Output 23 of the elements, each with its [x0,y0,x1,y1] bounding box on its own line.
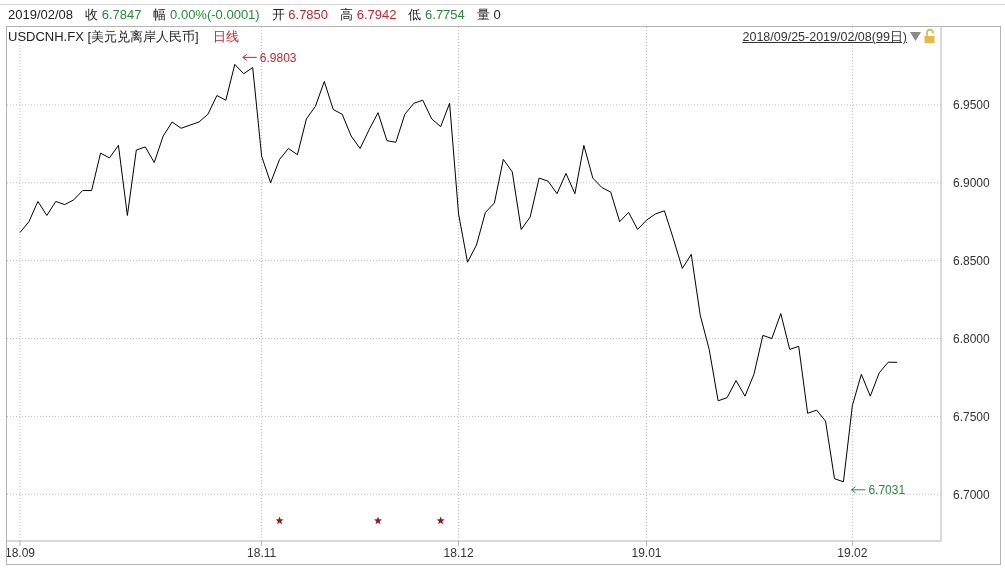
y-tick-label: 6.9000 [953,176,991,191]
text: 幅 0.00%(-0.0001) [153,7,260,22]
line-series [19,63,898,483]
y-tick-label: 6.7000 [953,487,991,502]
y-tick-label: 6.8000 [953,331,991,346]
x-tick-label: 18.11 [247,545,277,560]
y-tick-label: 6.8500 [953,253,991,268]
x-tick-label: 18.12 [443,545,474,560]
text: 量 0 [476,7,501,22]
text: 收 6.7847 [85,7,142,22]
chart-title: USDCNH.FX [美元兑离岸人民币] [8,29,199,44]
text: 2019/02/08 [8,7,74,23]
y-tick-label: 6.9500 [953,98,991,113]
text: 高 6.7942 [340,7,397,22]
annotation: 6.7031 [868,483,906,498]
annotation: 6.9803 [259,50,297,65]
chart-subtitle: 日线 [212,29,239,44]
text: 开 6.7850 [271,7,329,22]
x-tick-label: 19.01 [631,545,662,560]
x-tick-label: 19.02 [837,545,868,560]
annotation: 2018/09/25-2019/02/08(99日) [742,30,907,44]
y-tick-label: 6.7500 [953,409,991,424]
text: 低 6.7754 [408,7,465,22]
